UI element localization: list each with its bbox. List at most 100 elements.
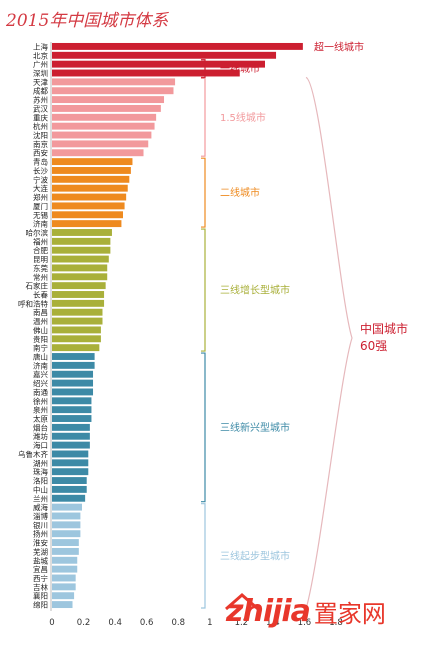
bar [52,397,92,405]
bar [52,388,94,396]
bar [52,273,108,281]
city-label: 长春 [33,289,48,299]
city-label: 南通 [33,387,48,397]
bar [52,184,128,192]
bar [52,432,90,440]
city-label: 西安 [33,148,48,158]
city-label: 绵阳 [33,600,48,610]
bar [52,583,76,591]
bar [52,353,95,360]
city-label: 南京 [33,139,48,149]
x-tick-label: 0 [49,618,54,628]
city-label: 珠海 [33,467,48,477]
city-label: 宁波 [33,174,48,184]
tier-label: 三线起步型城市 [220,549,290,562]
bar [52,308,103,316]
city-label: 威海 [33,502,48,512]
x-tick-label: 1.6 [298,618,312,628]
bar [52,326,101,334]
city-label: 无锡 [33,211,48,220]
city-label: 银川 [33,521,48,530]
city-label: 南昌 [33,307,48,317]
bar [52,556,78,564]
city-label: 海口 [33,440,48,450]
bar [52,379,94,387]
bar [52,113,157,121]
city-label: 郑州 [33,192,48,202]
bar [52,468,89,476]
tier-bracket [201,352,206,503]
bar [52,96,165,104]
bar [52,547,79,555]
city-label: 襄阳 [33,591,48,601]
city-label: 温州 [33,317,48,326]
city-label: 潍坊 [33,431,48,441]
city-label: 青岛 [33,157,48,167]
bar [52,477,87,484]
x-tick-label: 1.2 [235,618,249,628]
bar [52,574,76,582]
city-label: 宜昌 [33,564,48,574]
city-label: 杭州 [33,121,48,131]
city-label: 湖州 [33,459,48,468]
city-label: 厦门 [33,202,48,211]
bar [52,158,133,166]
city-label: 石家庄 [26,281,49,291]
bar [52,317,103,325]
city-label: 南宁 [33,343,48,353]
city-label: 扬州 [33,529,48,539]
group-label: 60强 [360,339,387,353]
city-label: 兰州 [33,493,48,503]
bar [52,601,73,609]
city-label: 深圳 [33,68,48,78]
city-label: 洛阳 [33,476,48,486]
city-label: 天津 [33,78,48,87]
city-label: 西宁 [33,573,48,583]
bar [52,485,87,493]
city-label: 济南 [33,219,48,229]
bar [52,42,303,50]
bar [52,237,111,245]
bar [52,291,105,298]
city-label: 烟台 [33,422,48,432]
city-label: 福州 [33,237,48,246]
bar [52,441,90,449]
group-brace [305,76,353,610]
bar [52,282,106,290]
city-label: 唐山 [33,352,48,362]
x-tick-label: 0.2 [77,618,91,628]
bar [52,450,89,458]
bar [52,175,130,183]
city-label: 上海 [33,41,48,51]
x-tick-label: 1.8 [329,618,343,628]
bar [52,415,92,422]
city-label: 贵阳 [33,334,48,344]
bar [52,167,131,174]
city-label: 北京 [33,50,48,60]
city-label: 芜湖 [33,546,48,556]
bar [52,344,100,352]
x-tick-label: 0.8 [171,618,185,628]
bar [52,69,240,77]
bar [52,140,149,148]
bar [52,149,144,157]
city-label: 哈尔滨 [26,227,49,237]
bar [52,87,174,95]
x-tick-label: 1 [207,618,212,628]
city-label: 淮安 [33,538,48,548]
bar [52,361,95,369]
x-tick-label: 1.4 [266,618,280,628]
bar [52,104,161,112]
tier-bracket [201,59,206,79]
city-label: 东莞 [33,263,48,273]
city-label: 乌鲁木齐 [18,449,48,459]
group-label: 中国城市 [360,321,408,336]
bar [52,521,81,529]
bar [52,494,86,502]
city-label: 昆明 [33,255,48,264]
tier-label: 三线新兴型城市 [220,421,290,434]
tier-bracket [201,77,206,157]
bar [52,530,81,538]
x-tick-label: 0.6 [140,618,154,628]
